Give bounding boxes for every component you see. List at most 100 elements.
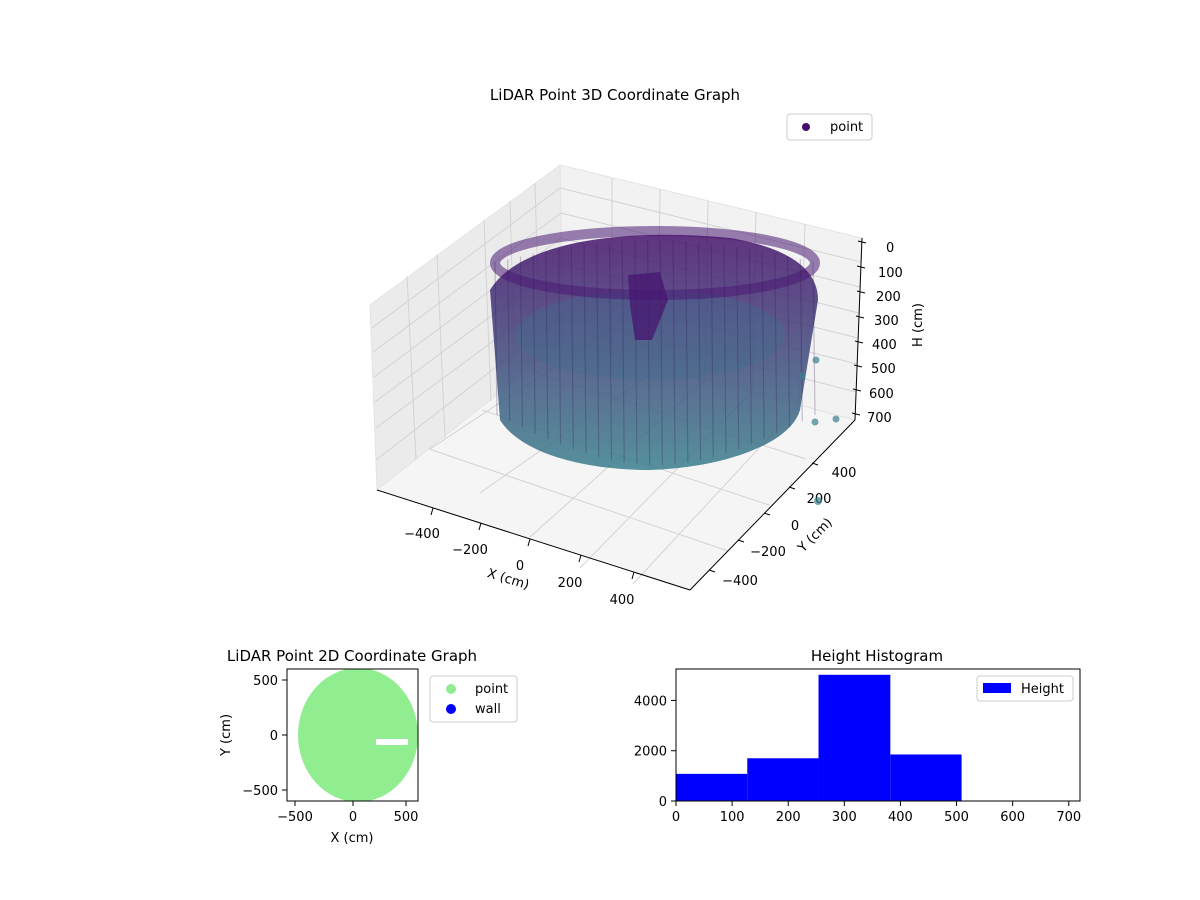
wall-stripe — [608, 242, 613, 461]
histogram-bar — [890, 754, 962, 801]
wall-stripe — [697, 242, 702, 461]
z-axis-label: H (cm) — [911, 303, 926, 347]
wall-stripe — [545, 251, 549, 440]
y-tick-label: 2000 — [634, 745, 667, 760]
scatter-2d-x-ticks — [294, 801, 407, 806]
wall-stripe — [621, 241, 625, 463]
histogram-title: Height Histogram — [811, 647, 943, 665]
wall-stripe — [494, 261, 498, 416]
chart-histogram: Height Histogram 0 100 200 300 400 500 600 700 … — [634, 647, 1081, 825]
legend-histogram: Height — [976, 675, 1074, 702]
wall-stripe — [685, 241, 689, 463]
histogram-bars — [676, 674, 962, 801]
wall-stripe — [507, 259, 511, 422]
histogram-bar — [818, 674, 891, 801]
legend-wall-marker — [446, 704, 456, 714]
wall-stripe — [558, 249, 562, 445]
y-tick-label: −500 — [242, 784, 278, 799]
z-tick-label: 500 — [871, 362, 896, 377]
chart-2d-title: LiDAR Point 2D Coordinate Graph — [227, 647, 477, 665]
histogram-y-ticks: 0 2000 4000 — [634, 694, 676, 810]
y-tick-label: 0 — [270, 729, 278, 744]
legend-point-label: point — [475, 682, 508, 697]
chart-3d: LiDAR Point 3D Coordinate Graph — [369, 86, 926, 608]
cloud-center-cluster — [628, 272, 668, 340]
y-tick-label: 4000 — [634, 694, 667, 709]
outlier-point — [812, 356, 820, 364]
wall-stripe — [812, 261, 816, 416]
cloud-wall-stripes — [494, 240, 816, 465]
y-tick-label: 400 — [832, 466, 857, 481]
y-axis-line — [689, 419, 856, 591]
cloud-outlier-points — [798, 356, 840, 505]
outlier-point — [798, 372, 806, 380]
x-axis-label: X (cm) — [331, 831, 374, 846]
x-tick-label: 400 — [888, 810, 913, 825]
z-tick-label: 600 — [869, 387, 894, 402]
y-tick-label: −200 — [750, 545, 786, 560]
x-tick-label: 400 — [610, 593, 635, 608]
z-tick-label: 300 — [874, 314, 899, 329]
point-cloud-3d — [490, 226, 840, 505]
z-axis-ticks — [851, 240, 867, 416]
wall-stripe — [596, 243, 600, 458]
chart-2d: LiDAR Point 2D Coordinate Graph −500 0 5… — [219, 647, 518, 846]
wall-stripe — [519, 256, 524, 428]
wall-stripe — [799, 259, 803, 422]
wall-stripe — [748, 249, 752, 445]
legend-height-label: Height — [1021, 682, 1064, 697]
y-tick-label: 500 — [253, 674, 278, 689]
wall-stripe — [672, 240, 676, 465]
legend-3d: point — [786, 113, 873, 141]
histogram-bar — [747, 758, 819, 801]
chart-3d-title: LiDAR Point 3D Coordinate Graph — [490, 86, 740, 104]
z-tick-label: 700 — [867, 411, 892, 426]
histogram-x-ticks: 0 100 200 300 400 500 600 700 — [672, 801, 1081, 825]
y-axis-ticks — [708, 462, 819, 573]
z-tick-label: 200 — [876, 290, 901, 305]
x-axis-line — [376, 489, 691, 591]
wall-stripe — [774, 253, 778, 434]
scatter-2d-y-ticks — [282, 679, 287, 791]
point-disc — [298, 669, 418, 801]
x-tick-label: −200 — [452, 543, 488, 558]
legend-point-marker — [446, 684, 456, 694]
legend-point-marker — [802, 123, 810, 131]
x-tick-label: −400 — [404, 527, 440, 542]
x-tick-label: −500 — [277, 810, 313, 825]
wall-stripe — [723, 245, 727, 454]
outlier-point — [832, 415, 840, 423]
legend-point-label: point — [830, 120, 863, 135]
x-tick-label: 500 — [394, 810, 419, 825]
x-tick-label: 0 — [349, 810, 357, 825]
histogram-bar — [676, 773, 748, 801]
legend-height-swatch — [983, 683, 1011, 693]
wall-stripe — [532, 253, 536, 434]
legend-wall-label: wall — [475, 702, 501, 717]
scatter-2d-points — [298, 669, 418, 801]
x-tick-label: 600 — [1000, 810, 1025, 825]
x-tick-label: 200 — [776, 810, 801, 825]
x-tick-label: 700 — [1056, 810, 1081, 825]
histogram-frame — [675, 668, 1081, 802]
legend-2d: point wall — [429, 675, 518, 723]
gap-band — [376, 739, 408, 745]
x-axis-ticks — [430, 507, 635, 580]
x-tick-label: 0 — [672, 810, 680, 825]
y-tick-label: 0 — [791, 519, 799, 534]
wall-stripe — [583, 245, 587, 454]
wall-stripe — [570, 246, 574, 450]
z-tick-label: 0 — [886, 241, 894, 256]
z-tick-label: 400 — [872, 338, 897, 353]
outlier-point — [811, 418, 819, 426]
wall-stripe — [786, 256, 791, 428]
outlier-point — [814, 497, 822, 505]
wall-stripe — [710, 243, 714, 458]
x-tick-label: 300 — [832, 810, 857, 825]
wall-stripe — [736, 246, 740, 450]
x-tick-label: 100 — [720, 810, 745, 825]
x-tick-label: 500 — [944, 810, 969, 825]
x-tick-label: 200 — [558, 576, 583, 591]
z-tick-label: 100 — [878, 266, 903, 281]
